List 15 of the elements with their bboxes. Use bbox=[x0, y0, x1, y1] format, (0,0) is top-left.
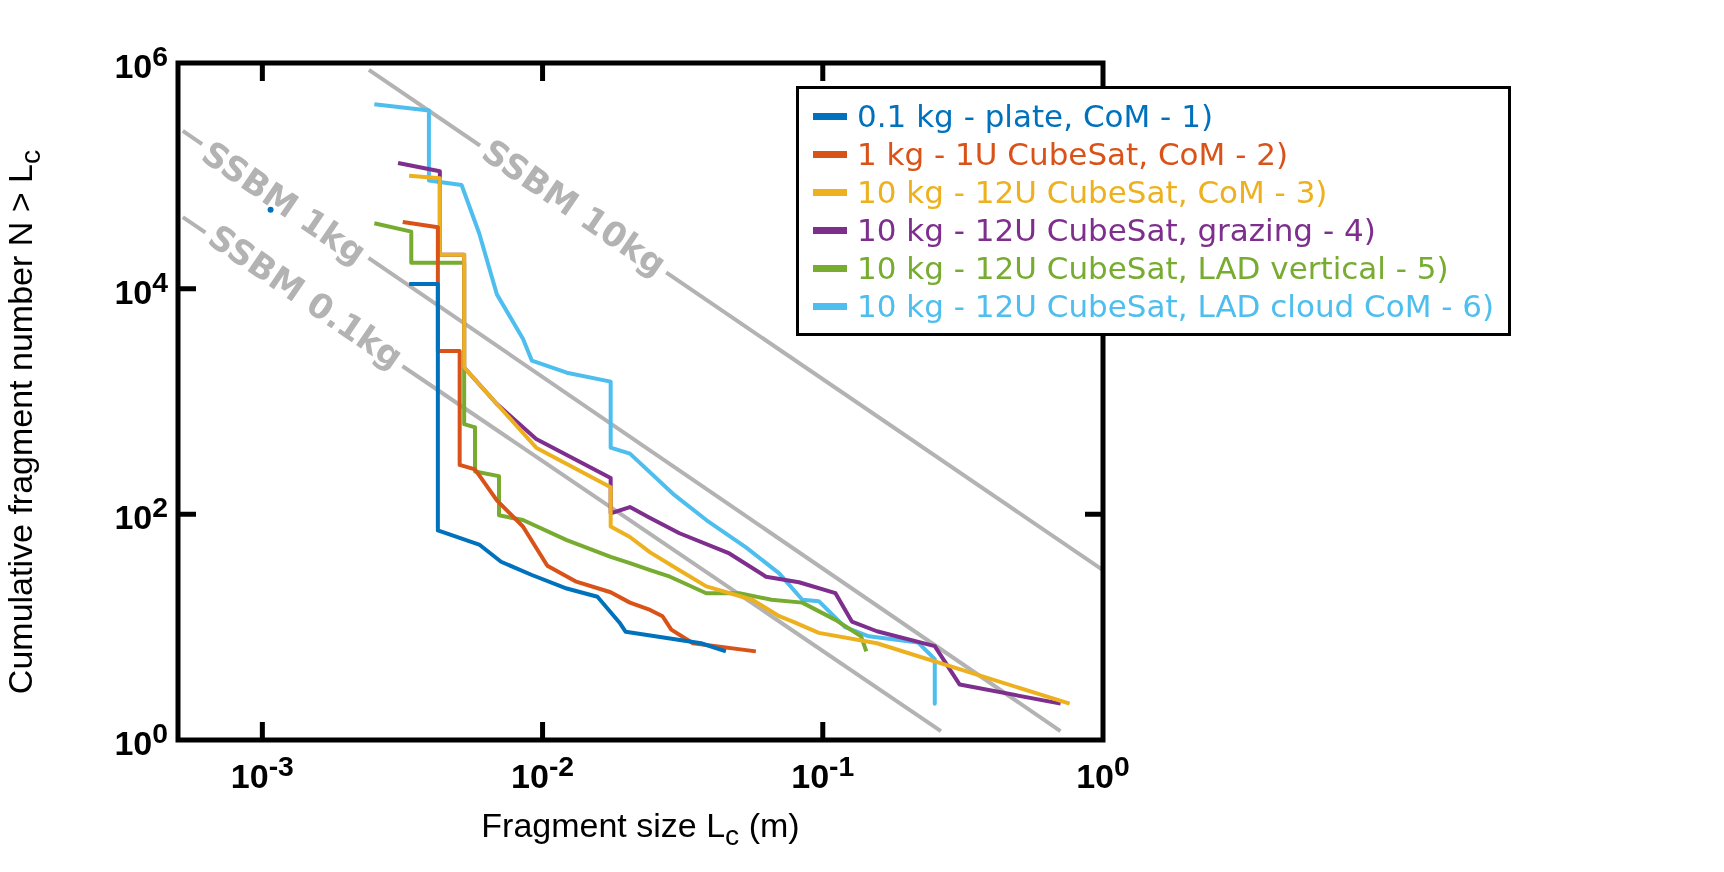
x-tick-label: 10$^{-3}$ bbox=[230, 750, 294, 797]
legend-label: 1 kg - 1U CubeSat, CoM - 2) bbox=[857, 135, 1289, 173]
x-axis-title: Fragment size L$_{c}$ (m) bbox=[481, 806, 800, 852]
legend-label: 10 kg - 12U CubeSat, LAD cloud CoM - 6) bbox=[857, 287, 1495, 325]
legend-label: 10 kg - 12U CubeSat, CoM - 3) bbox=[857, 173, 1328, 211]
y-tick-label: 10$^{0}$ bbox=[114, 716, 168, 764]
y-tick-label: 10$^{2}$ bbox=[114, 491, 168, 538]
x-tick-label: 10$^{-1}$ bbox=[791, 750, 855, 797]
x-tick-label: 10$^{0}$ bbox=[1076, 750, 1130, 797]
legend-label: 10 kg - 12U CubeSat, LAD vertical - 5) bbox=[857, 249, 1449, 287]
legend-label: 10 kg - 12U CubeSat, grazing - 4) bbox=[857, 211, 1376, 249]
legend-label: 0.1 kg - plate, CoM - 1) bbox=[857, 97, 1213, 135]
y-tick-label: 10$^{6}$ bbox=[114, 39, 168, 87]
y-tick-label: 10$^{4}$ bbox=[114, 265, 168, 312]
x-tick-label: 10$^{-2}$ bbox=[511, 750, 575, 797]
